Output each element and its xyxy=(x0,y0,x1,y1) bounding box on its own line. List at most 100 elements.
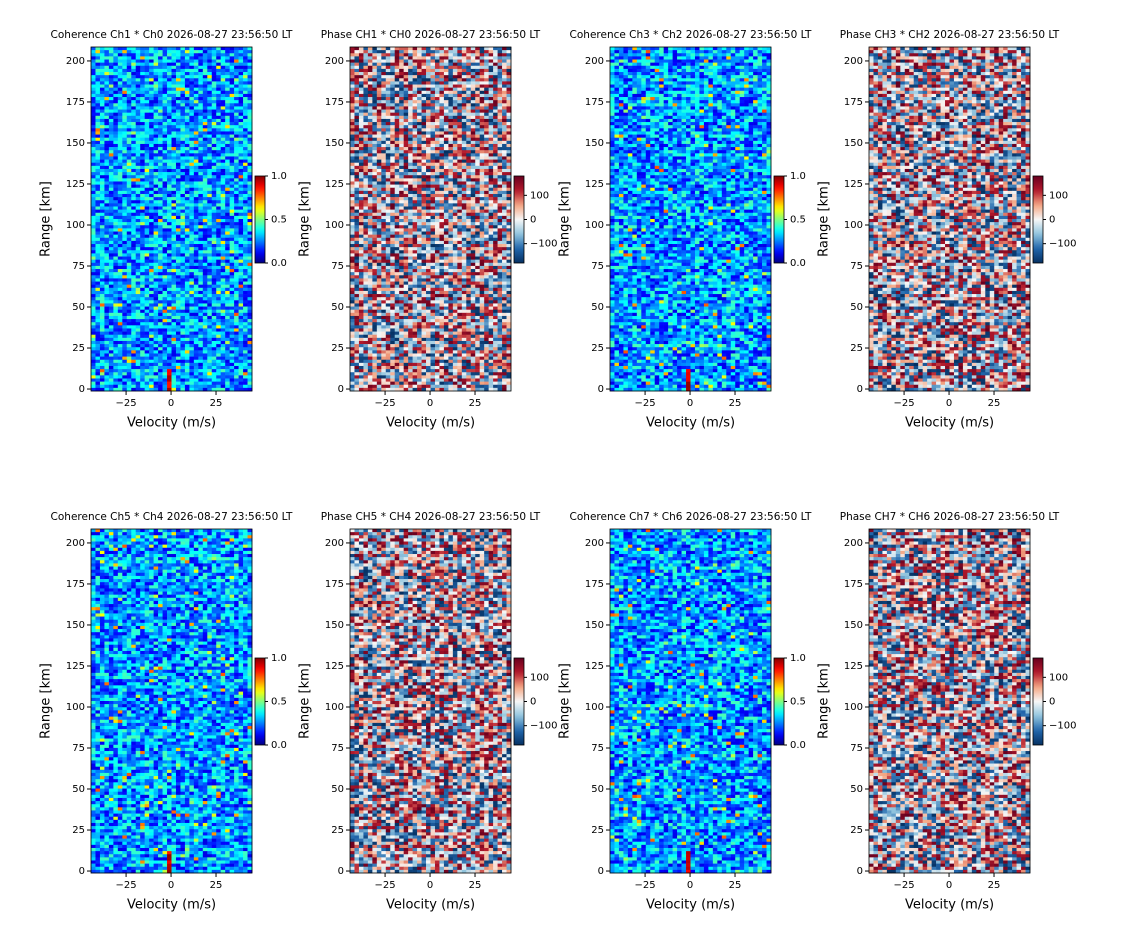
colorbar-tick-label: 100 xyxy=(1049,672,1068,683)
y-tick-label: 175 xyxy=(325,579,344,590)
colorbar-tick-label: 100 xyxy=(530,190,549,201)
colorbar: −100 0 100 xyxy=(514,658,557,745)
chart-title: Coherence Ch1 * Ch0 2026-08-27 23:56:50 … xyxy=(51,29,293,41)
y-tick-label: 50 xyxy=(850,302,863,313)
chart-title: Coherence Ch3 * Ch2 2026-08-27 23:56:50 … xyxy=(570,29,812,41)
y-tick-label: 175 xyxy=(585,97,604,108)
y-tick-label: 175 xyxy=(66,97,85,108)
y-tick-label: 25 xyxy=(850,343,863,354)
y-tick-label: 100 xyxy=(325,220,344,231)
x-tick-label: 25 xyxy=(469,398,482,409)
colorbar: 0.00.51.0 xyxy=(255,171,287,269)
y-tick-label: 175 xyxy=(844,97,863,108)
colorbar-tick-label: 100 xyxy=(530,672,549,683)
colorbar-tick-label: 0.0 xyxy=(790,258,806,269)
colorbar-tick-label: −100 xyxy=(530,239,557,250)
y-tick-label: 125 xyxy=(325,179,344,190)
y-tick-label: 50 xyxy=(591,302,604,313)
y-tick-label: 0 xyxy=(338,866,344,877)
y-tick-label: 200 xyxy=(325,538,344,549)
colorbar-fill xyxy=(1033,658,1043,745)
colorbar-tick-label: 1.0 xyxy=(271,653,287,664)
chart-title: Coherence Ch7 * Ch6 2026-08-27 23:56:50 … xyxy=(570,511,812,523)
colorbar: −100 0 100 xyxy=(1033,658,1076,745)
panel: Coherence Ch3 * Ch2 2026-08-27 23:56:50 … xyxy=(558,29,813,431)
y-tick-label: 0 xyxy=(857,866,863,877)
x-axis-label: Velocity (m/s) xyxy=(905,416,994,431)
y-tick-label: 100 xyxy=(585,702,604,713)
y-tick-label: 50 xyxy=(72,302,85,313)
y-tick-label: 50 xyxy=(331,784,344,795)
y-tick-label: 125 xyxy=(844,661,863,672)
y-tick-label: 125 xyxy=(844,179,863,190)
chart-title: Phase CH5 * CH4 2026-08-27 23:56:50 LT xyxy=(321,511,541,523)
y-axis-label: Range [km] xyxy=(298,181,313,257)
colorbar-tick-label: 1.0 xyxy=(790,653,806,664)
x-tick-label: 0 xyxy=(946,880,952,891)
y-tick-label: 200 xyxy=(585,538,604,549)
x-axis-label: Velocity (m/s) xyxy=(646,898,735,913)
y-tick-label: 50 xyxy=(850,784,863,795)
x-tick-label: −25 xyxy=(635,880,656,891)
x-tick-label: 25 xyxy=(729,880,742,891)
x-tick-label: −25 xyxy=(116,880,137,891)
y-tick-label: 175 xyxy=(325,97,344,108)
colorbar-fill xyxy=(1033,176,1043,263)
y-tick-label: 125 xyxy=(66,661,85,672)
x-tick-label: −25 xyxy=(375,398,396,409)
x-tick-label: −25 xyxy=(375,880,396,891)
x-tick-label: 0 xyxy=(427,880,433,891)
y-tick-label: 25 xyxy=(331,825,344,836)
y-tick-label: 50 xyxy=(331,302,344,313)
y-tick-label: 0 xyxy=(338,384,344,395)
y-axis-label: Range [km] xyxy=(817,663,832,739)
x-tick-label: 0 xyxy=(687,398,693,409)
chart-title: Phase CH3 * CH2 2026-08-27 23:56:50 LT xyxy=(840,29,1060,41)
colorbar-fill xyxy=(774,176,784,263)
heatmap xyxy=(91,47,252,391)
heatmap xyxy=(869,529,1030,873)
colorbar-tick-label: 0 xyxy=(1049,697,1055,708)
colorbar-fill xyxy=(774,658,784,745)
colorbar-fill xyxy=(255,176,265,263)
y-tick-label: 200 xyxy=(844,538,863,549)
y-tick-label: 75 xyxy=(591,261,604,272)
y-tick-label: 200 xyxy=(585,56,604,67)
x-tick-label: −25 xyxy=(894,880,915,891)
x-tick-label: 0 xyxy=(168,398,174,409)
y-tick-label: 0 xyxy=(598,866,604,877)
y-tick-label: 150 xyxy=(325,620,344,631)
colorbar-tick-label: 100 xyxy=(1049,190,1068,201)
x-tick-label: 0 xyxy=(946,398,952,409)
colorbar-tick-label: 0 xyxy=(530,697,536,708)
y-tick-label: 25 xyxy=(591,343,604,354)
colorbar-tick-label: −100 xyxy=(530,721,557,732)
y-axis-label: Range [km] xyxy=(39,663,54,739)
y-tick-label: 150 xyxy=(66,620,85,631)
heatmap xyxy=(350,529,511,873)
y-tick-label: 150 xyxy=(66,138,85,149)
y-tick-label: 0 xyxy=(79,384,85,395)
y-tick-label: 75 xyxy=(72,743,85,754)
x-tick-label: 25 xyxy=(729,398,742,409)
colorbar: 0.00.51.0 xyxy=(255,653,287,751)
colorbar: 0.00.51.0 xyxy=(774,653,806,751)
colorbar-tick-label: −100 xyxy=(1049,721,1076,732)
colorbar-tick-label: 0 xyxy=(530,215,536,226)
y-tick-label: 125 xyxy=(585,661,604,672)
colorbar-tick-label: 0.5 xyxy=(271,215,287,226)
x-tick-label: 25 xyxy=(988,880,1001,891)
y-tick-label: 50 xyxy=(72,784,85,795)
panel: Phase CH5 * CH4 2026-08-27 23:56:50 LT −2… xyxy=(298,511,558,913)
y-tick-label: 150 xyxy=(585,138,604,149)
x-axis-label: Velocity (m/s) xyxy=(646,416,735,431)
y-axis-label: Range [km] xyxy=(558,663,573,739)
panel: Phase CH7 * CH6 2026-08-27 23:56:50 LT−2… xyxy=(817,511,1077,913)
x-axis-label: Velocity (m/s) xyxy=(386,898,475,913)
colorbar-tick-label: 1.0 xyxy=(271,171,287,182)
y-axis-label: Range [km] xyxy=(558,181,573,257)
y-tick-label: 0 xyxy=(79,866,85,877)
y-tick-label: 100 xyxy=(325,702,344,713)
